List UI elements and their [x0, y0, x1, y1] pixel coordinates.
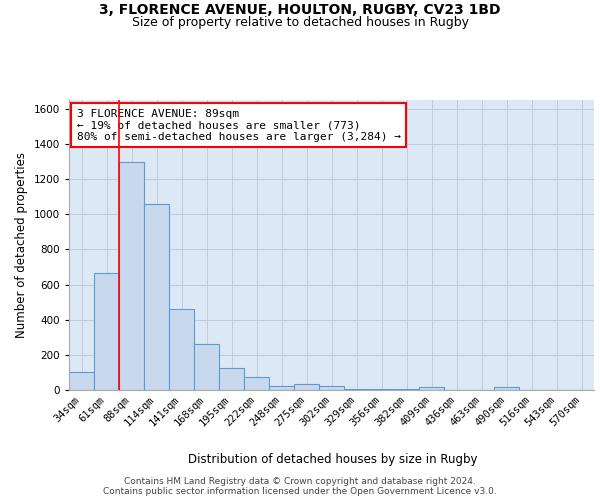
Text: Contains HM Land Registry data © Crown copyright and database right 2024.
Contai: Contains HM Land Registry data © Crown c…: [103, 476, 497, 496]
Text: Distribution of detached houses by size in Rugby: Distribution of detached houses by size …: [188, 452, 478, 466]
Bar: [119, 162, 144, 390]
Bar: [294, 384, 319, 390]
Bar: [194, 344, 219, 390]
Bar: [369, 388, 394, 390]
Bar: [169, 309, 194, 390]
Bar: [269, 386, 294, 390]
Bar: [319, 386, 344, 390]
Text: 3 FLORENCE AVENUE: 89sqm
← 19% of detached houses are smaller (773)
80% of semi-: 3 FLORENCE AVENUE: 89sqm ← 19% of detach…: [77, 108, 401, 142]
Bar: [419, 387, 444, 390]
Text: 3, FLORENCE AVENUE, HOULTON, RUGBY, CV23 1BD: 3, FLORENCE AVENUE, HOULTON, RUGBY, CV23…: [99, 3, 501, 17]
Bar: [244, 378, 269, 390]
Text: Size of property relative to detached houses in Rugby: Size of property relative to detached ho…: [131, 16, 469, 29]
Bar: [494, 387, 519, 390]
Bar: [219, 368, 244, 390]
Bar: [344, 388, 369, 390]
Bar: [94, 273, 119, 390]
Bar: [394, 388, 419, 390]
Bar: [69, 372, 94, 390]
Bar: [144, 204, 169, 390]
Y-axis label: Number of detached properties: Number of detached properties: [15, 152, 28, 338]
